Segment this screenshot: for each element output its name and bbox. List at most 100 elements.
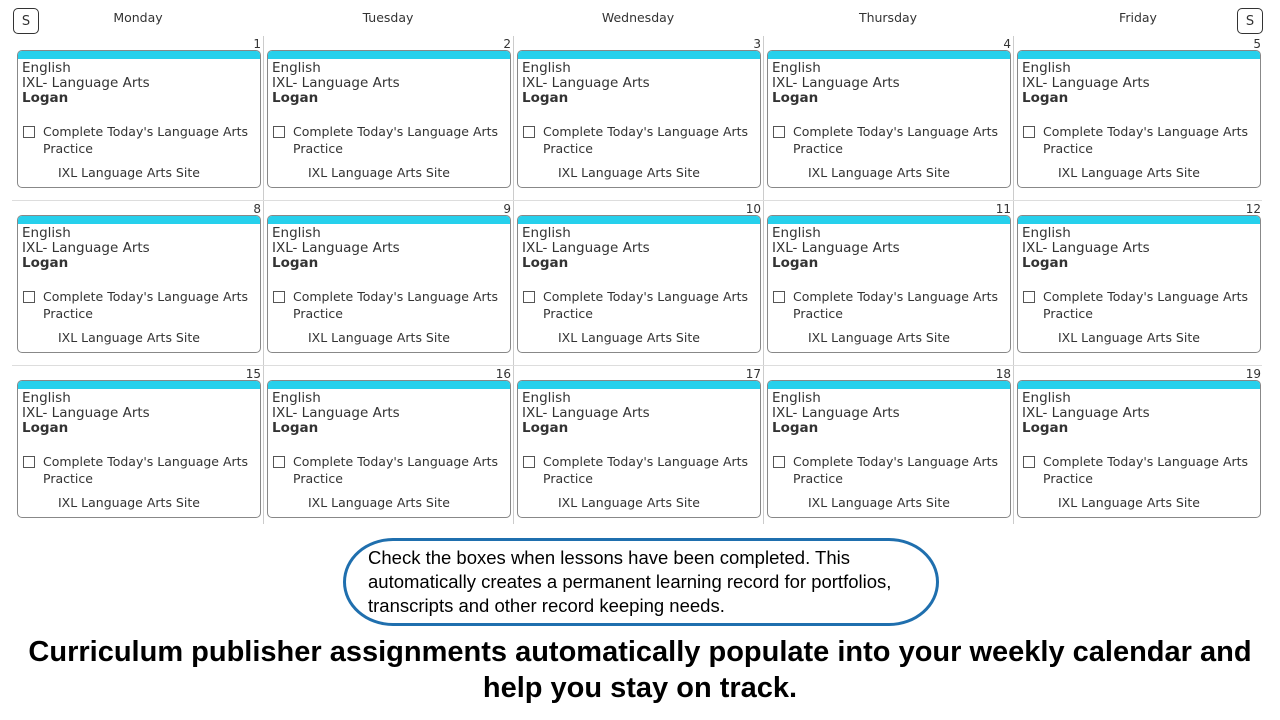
assignment-card[interactable]: English IXL- Language Arts Logan Complet… [767,50,1011,188]
column-divider [1013,36,1014,524]
resource-link[interactable]: IXL Language Arts Site [558,330,700,345]
card-color-bar [1018,51,1260,59]
task-checkbox[interactable] [273,126,285,138]
assignment-card[interactable]: English IXL- Language Arts Logan Complet… [517,215,761,353]
assignment-card[interactable]: English IXL- Language Arts Logan Complet… [1017,215,1261,353]
assignment-card[interactable]: English IXL- Language Arts Logan Complet… [767,380,1011,518]
resource-link[interactable]: IXL Language Arts Site [808,495,950,510]
date-number: 1 [253,37,261,51]
day-cell: 8 English IXL- Language Arts Logan Compl… [13,202,263,373]
task-checkbox[interactable] [1023,456,1035,468]
assignment-card[interactable]: English IXL- Language Arts Logan Complet… [267,215,511,353]
row-divider [12,200,1262,201]
card-color-bar [1018,216,1260,224]
course: IXL- Language Arts [1022,405,1150,421]
task-label: Complete Today's Language Arts Practice [1043,289,1249,321]
resource-link[interactable]: IXL Language Arts Site [808,165,950,180]
assignment-card[interactable]: English IXL- Language Arts Logan Complet… [517,50,761,188]
task-checkbox[interactable] [523,456,535,468]
resource-link[interactable]: IXL Language Arts Site [808,330,950,345]
assignment-card[interactable]: English IXL- Language Arts Logan Complet… [517,380,761,518]
date-number: 19 [1245,367,1261,381]
previous-week-button[interactable]: S [13,8,39,34]
info-callout-text: Check the boxes when lessons have been c… [368,547,892,616]
subject: English [522,225,571,241]
day-header-monday: Monday [113,10,163,25]
date-number: 2 [503,37,511,51]
day-cell: 16 English IXL- Language Arts Logan Comp… [263,367,513,538]
task-label: Complete Today's Language Arts Practice [43,124,249,156]
resource-link[interactable]: IXL Language Arts Site [1058,165,1200,180]
subject: English [1022,60,1071,76]
student: Logan [522,90,569,106]
subject: English [22,225,71,241]
course: IXL- Language Arts [1022,240,1150,256]
student: Logan [272,420,319,436]
task-checkbox[interactable] [273,291,285,303]
student: Logan [1022,420,1069,436]
resource-link[interactable]: IXL Language Arts Site [558,495,700,510]
resource-link[interactable]: IXL Language Arts Site [558,165,700,180]
date-number: 9 [503,202,511,216]
student: Logan [272,255,319,271]
card-color-bar [518,51,760,59]
course: IXL- Language Arts [22,75,150,91]
task-checkbox[interactable] [523,291,535,303]
task-label: Complete Today's Language Arts Practice [793,454,999,486]
task-checkbox[interactable] [773,126,785,138]
resource-link[interactable]: IXL Language Arts Site [1058,330,1200,345]
assignment-card[interactable]: English IXL- Language Arts Logan Complet… [1017,380,1261,518]
assignment-card[interactable]: English IXL- Language Arts Logan Complet… [17,215,261,353]
resource-link[interactable]: IXL Language Arts Site [58,330,200,345]
day-cell: 19 English IXL- Language Arts Logan Comp… [1013,367,1263,538]
task-checkbox[interactable] [23,456,35,468]
course: IXL- Language Arts [772,75,900,91]
task-checkbox[interactable] [23,291,35,303]
assignment-card[interactable]: English IXL- Language Arts Logan Complet… [17,380,261,518]
column-divider [263,36,264,524]
assignment-card[interactable]: English IXL- Language Arts Logan Complet… [267,380,511,518]
student: Logan [522,255,569,271]
resource-link[interactable]: IXL Language Arts Site [58,495,200,510]
day-cell: 11 English IXL- Language Arts Logan Comp… [763,202,1013,373]
task-checkbox[interactable] [273,456,285,468]
task-label: Complete Today's Language Arts Practice [543,289,749,321]
day-header-wednesday: Wednesday [601,10,675,25]
subject: English [772,390,821,406]
card-color-bar [18,381,260,389]
task-checkbox[interactable] [773,291,785,303]
resource-link[interactable]: IXL Language Arts Site [308,165,450,180]
task-checkbox[interactable] [1023,291,1035,303]
task-checkbox[interactable] [1023,126,1035,138]
resource-link[interactable]: IXL Language Arts Site [58,165,200,180]
date-number: 18 [995,367,1011,381]
date-number: 12 [1245,202,1261,216]
student: Logan [22,255,69,271]
date-number: 4 [1003,37,1011,51]
course: IXL- Language Arts [772,240,900,256]
resource-link[interactable]: IXL Language Arts Site [308,330,450,345]
assignment-card[interactable]: English IXL- Language Arts Logan Complet… [767,215,1011,353]
course: IXL- Language Arts [22,405,150,421]
resource-link[interactable]: IXL Language Arts Site [1058,495,1200,510]
day-cell: 17 English IXL- Language Arts Logan Comp… [513,367,763,538]
task-checkbox[interactable] [523,126,535,138]
next-week-button[interactable]: S [1237,8,1263,34]
column-divider [763,36,764,524]
card-color-bar [518,381,760,389]
assignment-card[interactable]: English IXL- Language Arts Logan Complet… [17,50,261,188]
assignment-card[interactable]: English IXL- Language Arts Logan Complet… [267,50,511,188]
card-color-bar [268,381,510,389]
task-checkbox[interactable] [23,126,35,138]
subject: English [772,60,821,76]
day-cell: 5 English IXL- Language Arts Logan Compl… [1013,37,1263,208]
resource-link[interactable]: IXL Language Arts Site [308,495,450,510]
task-checkbox[interactable] [773,456,785,468]
subject: English [1022,225,1071,241]
course: IXL- Language Arts [522,405,650,421]
date-number: 16 [495,367,511,381]
card-color-bar [768,381,1010,389]
day-header-thursday: Thursday [858,10,918,25]
column-divider [513,36,514,524]
assignment-card[interactable]: English IXL- Language Arts Logan Complet… [1017,50,1261,188]
